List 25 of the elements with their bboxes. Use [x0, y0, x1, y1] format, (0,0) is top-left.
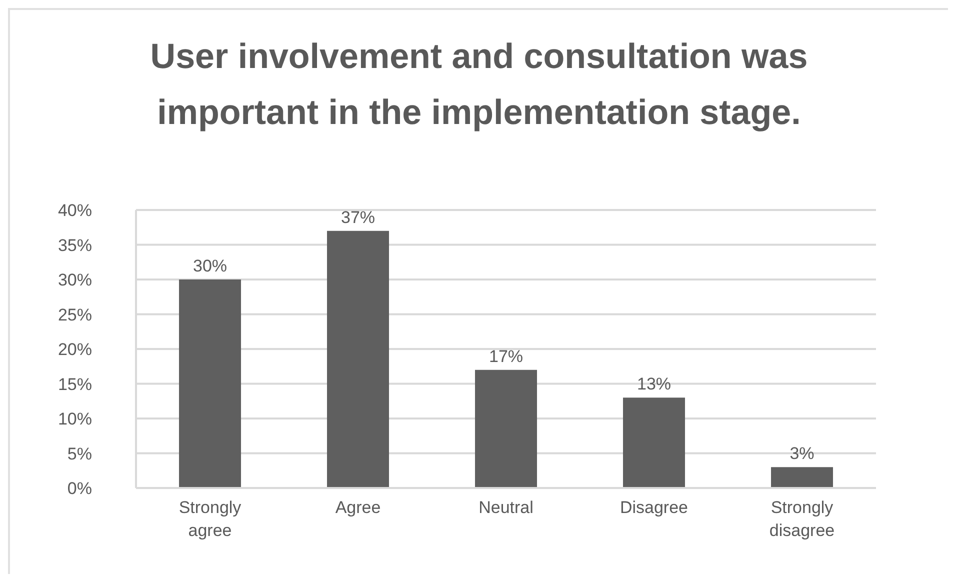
bar	[475, 370, 537, 488]
y-tick-label: 35%	[58, 236, 92, 255]
y-tick-label: 10%	[58, 410, 92, 429]
y-tick-label: 20%	[58, 340, 92, 360]
y-tick-label: 0%	[67, 479, 92, 498]
y-tick-label: 5%	[67, 444, 92, 464]
bar	[771, 467, 833, 488]
x-tick-label: Strongly disagree	[769, 498, 835, 540]
bar	[327, 230, 389, 488]
data-label: 30%	[192, 256, 228, 276]
data-label: 3%	[790, 444, 814, 464]
data-label: 17%	[488, 346, 524, 366]
data-label: 13%	[636, 374, 672, 394]
data-label: 37%	[340, 208, 376, 227]
chart-title: User involvement and consultation was important in the implementation stage.	[149, 36, 809, 134]
x-tick-label: Agree	[335, 498, 381, 517]
y-tick-label: 40%	[58, 201, 92, 220]
bar	[623, 398, 685, 488]
y-tick-label: 30%	[58, 270, 92, 290]
bar	[179, 280, 241, 488]
x-tick-label: Disagree	[620, 498, 688, 517]
x-tick-label: Strongly agree	[178, 498, 242, 540]
x-tick-label: Neutral	[478, 498, 534, 517]
y-tick-label: 15%	[58, 374, 92, 394]
y-tick-label: 25%	[58, 305, 92, 324]
